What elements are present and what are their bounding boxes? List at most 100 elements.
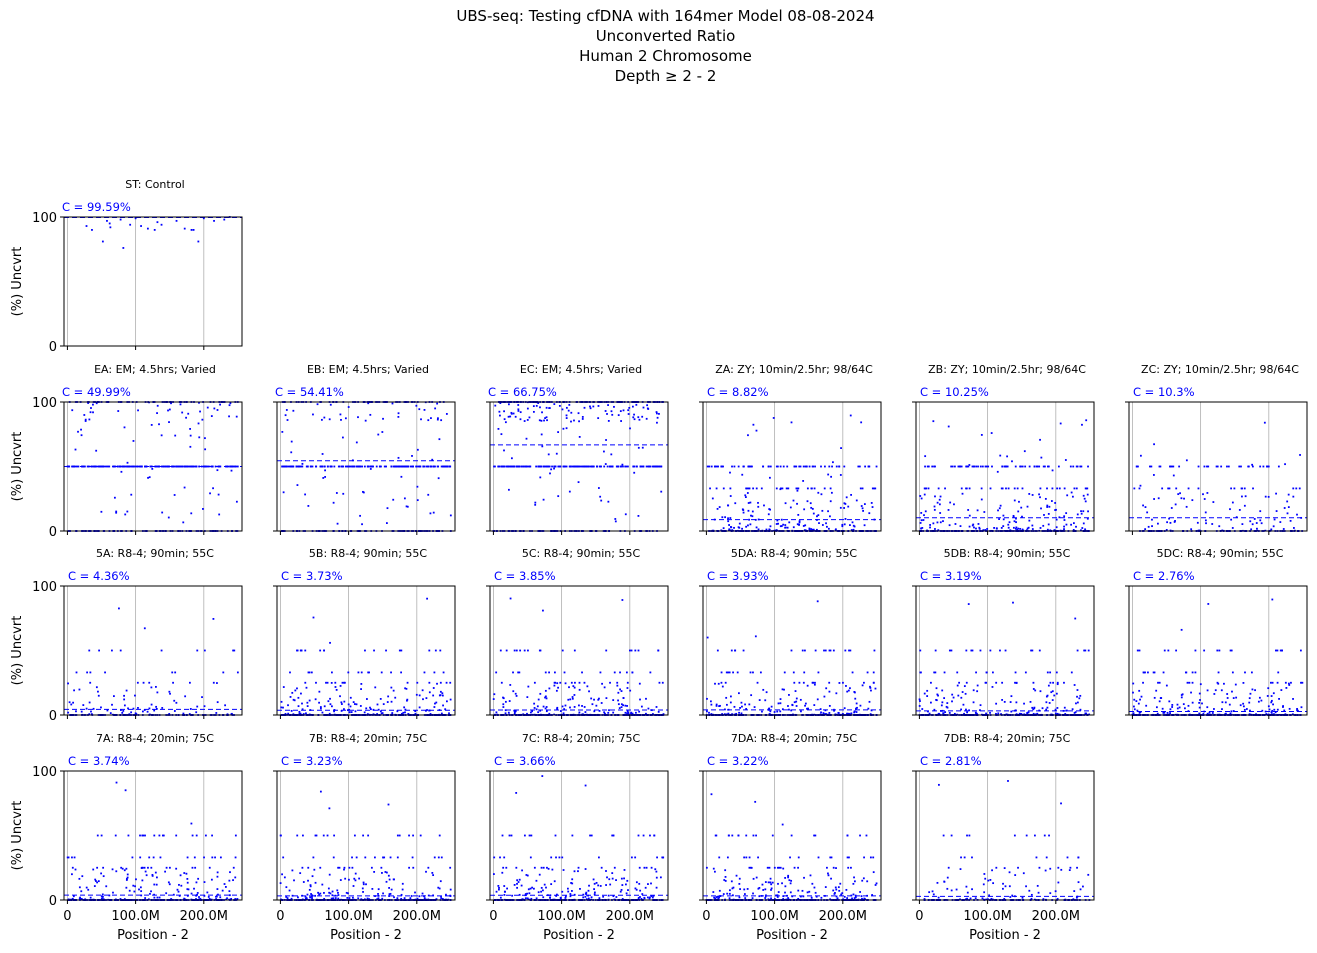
data-point <box>510 411 513 414</box>
data-point <box>814 681 816 684</box>
data-point <box>418 694 421 697</box>
data-point <box>1065 512 1068 515</box>
data-point <box>183 227 186 230</box>
data-point <box>357 671 360 674</box>
data-point <box>565 406 568 409</box>
data-point <box>128 713 131 716</box>
data-point <box>767 513 770 516</box>
data-point <box>931 465 934 468</box>
data-point <box>567 409 570 412</box>
data-point <box>592 405 595 408</box>
data-point <box>323 649 325 652</box>
data-point <box>1050 500 1053 502</box>
data-point <box>216 888 219 890</box>
data-point <box>1153 696 1156 699</box>
data-point <box>806 707 808 710</box>
data-point <box>860 505 863 507</box>
data-point <box>513 649 516 652</box>
data-point <box>102 875 105 878</box>
data-point <box>186 881 189 884</box>
data-point <box>715 487 718 490</box>
data-point <box>762 465 764 468</box>
data-point <box>151 467 154 470</box>
data-point <box>499 649 502 652</box>
data-point <box>730 649 733 652</box>
data-point <box>978 527 981 530</box>
data-point <box>416 448 419 451</box>
data-point <box>145 874 148 877</box>
data-point <box>1133 708 1136 711</box>
data-point <box>660 490 663 493</box>
data-point <box>943 671 946 674</box>
data-point <box>134 694 136 697</box>
data-point <box>369 413 372 416</box>
data-point <box>442 465 445 468</box>
data-point <box>1153 498 1155 500</box>
data-point <box>747 524 749 527</box>
data-point <box>100 510 103 513</box>
data-point <box>934 465 936 468</box>
data-point <box>824 465 826 468</box>
data-point <box>655 465 658 468</box>
data-point <box>1005 713 1008 716</box>
data-point <box>174 434 177 437</box>
data-point <box>859 487 862 490</box>
data-point <box>196 649 199 652</box>
data-point <box>941 701 944 704</box>
data-point <box>714 682 716 685</box>
data-point <box>934 649 937 652</box>
data-point <box>203 856 205 859</box>
data-point <box>66 856 69 859</box>
data-point <box>125 689 128 692</box>
data-point <box>1041 707 1044 710</box>
data-point <box>1063 525 1065 528</box>
data-point <box>1279 521 1282 523</box>
data-point <box>406 681 409 684</box>
data-point <box>432 694 435 697</box>
data-point <box>1282 528 1285 530</box>
data-point <box>514 710 517 713</box>
data-point <box>621 599 624 601</box>
data-point <box>96 834 99 837</box>
data-point <box>349 696 352 699</box>
data-point <box>947 425 950 428</box>
data-point <box>136 681 139 684</box>
data-point <box>548 671 550 674</box>
data-point <box>819 708 822 710</box>
data-point <box>1271 598 1274 601</box>
data-point <box>604 410 607 412</box>
data-point <box>873 487 876 490</box>
data-point <box>716 649 719 652</box>
data-point <box>708 711 710 714</box>
data-point <box>493 465 495 468</box>
mean-annotation: C = 4.36% <box>68 569 130 583</box>
data-point <box>526 696 529 699</box>
subplot-title: EC: EM; 4.5hrs; Varied <box>520 363 642 376</box>
data-point <box>1084 712 1087 715</box>
subplot-title: 5C: R8-4; 90min; 55C <box>522 547 641 560</box>
data-point <box>804 465 807 468</box>
data-point <box>1006 455 1009 458</box>
data-point <box>285 409 288 411</box>
data-point <box>416 681 419 684</box>
data-point <box>1002 518 1005 521</box>
data-point <box>600 499 603 502</box>
data-point <box>1161 487 1164 490</box>
data-point <box>1203 498 1206 500</box>
data-point <box>640 465 643 468</box>
data-point <box>820 465 822 468</box>
data-point <box>1140 695 1143 698</box>
data-point <box>160 649 163 652</box>
data-point <box>658 412 660 415</box>
data-point <box>125 867 128 870</box>
data-point <box>1053 529 1056 532</box>
data-point <box>790 649 793 652</box>
data-point <box>960 708 963 711</box>
data-point <box>304 681 307 684</box>
data-point <box>1152 474 1155 476</box>
data-point <box>320 465 322 468</box>
data-point <box>222 671 225 674</box>
data-point <box>768 508 771 510</box>
data-point <box>929 524 932 526</box>
